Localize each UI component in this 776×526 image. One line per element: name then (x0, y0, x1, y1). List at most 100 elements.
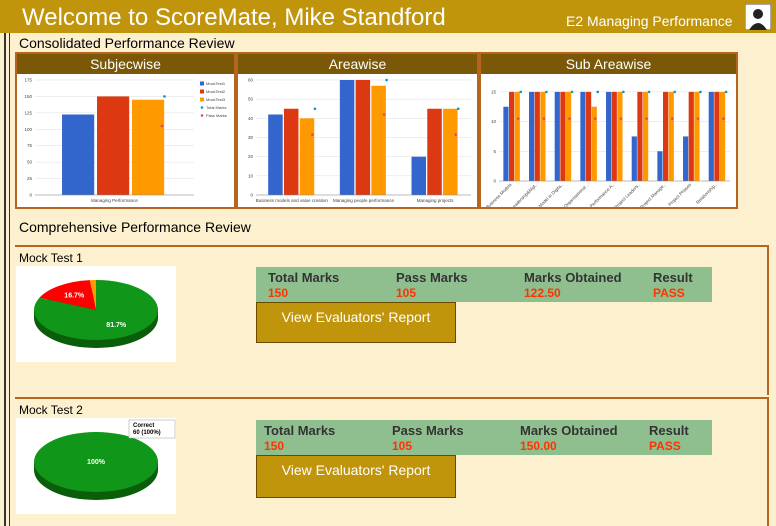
y-tick-label: 0 (29, 193, 32, 198)
x-tick-label: Project Phases (667, 182, 692, 207)
chart-panel: Subjecwise 0 25 50 75 100 125 150 175 Managing Pe… (15, 52, 236, 209)
panel-title: Subjecwise (17, 54, 234, 74)
bar (554, 91, 560, 181)
slice-label: 16.7% (64, 292, 85, 299)
y-tick-label: 125 (24, 110, 32, 115)
x-tick-label: Business models and value creation (256, 198, 329, 203)
pie-slice (39, 280, 96, 310)
table-value: 105 (396, 286, 417, 300)
view-report-button[interactable]: View Evaluators' Report (256, 302, 456, 343)
bar (668, 91, 674, 181)
test-frame (767, 397, 769, 526)
bar (606, 91, 612, 181)
marker (724, 90, 728, 94)
bar (694, 91, 700, 181)
table-value: 150 (264, 439, 285, 453)
marker (311, 133, 314, 136)
table-value: 105 (392, 439, 413, 453)
x-tick-label: Project Leaders.. (613, 182, 641, 207)
marker (570, 90, 574, 94)
bar-chart: 0 10 20 30 40 50 60 Business models and value c… (248, 78, 471, 203)
avatar[interactable] (745, 4, 771, 30)
left-rule (4, 33, 6, 526)
legend-label: MockTest1 (206, 81, 226, 86)
pie-chart: 16.7% 81.7% (16, 266, 176, 362)
marker (593, 117, 597, 120)
marker (160, 124, 164, 128)
marker (454, 133, 458, 136)
marker (385, 78, 388, 82)
section-title: Comprehensive Performance Review (19, 219, 251, 235)
x-tick-label: Project Manage.. (639, 182, 667, 207)
tooltip-text: Correct (133, 423, 154, 429)
test-frame (767, 245, 769, 395)
table-value: 150 (268, 286, 289, 300)
marker (696, 117, 700, 120)
x-tick-label: Relationship.. (695, 182, 718, 205)
table-header: Result (653, 270, 693, 285)
bar (131, 99, 165, 195)
bar (637, 91, 643, 181)
bar (688, 91, 694, 181)
legend-swatch (200, 114, 204, 117)
marker (647, 90, 651, 94)
marker (519, 90, 523, 94)
table-value: 150.00 (520, 439, 557, 453)
tooltip-box (128, 419, 176, 439)
pie-slice (34, 432, 158, 492)
bar (657, 151, 663, 181)
x-tick-label: Managing Performance (91, 198, 138, 203)
bar (514, 91, 520, 181)
view-report-button[interactable]: View Evaluators' Report (256, 455, 456, 498)
bar (586, 91, 592, 181)
table-value: 122.50 (524, 286, 561, 300)
table-header: Marks Obtained (524, 270, 622, 285)
test-name: Mock Test 1 (19, 251, 83, 265)
legend-swatch (200, 97, 204, 102)
pie-slice (34, 280, 159, 340)
bar (529, 91, 535, 181)
x-tick-label: Managing projects (417, 198, 455, 203)
y-tick-label: 175 (24, 78, 32, 83)
legend-label: Total Marks (206, 105, 226, 110)
section-divider (15, 397, 769, 399)
bar (283, 108, 299, 195)
y-tick-label: 40 (248, 116, 254, 121)
bar (611, 91, 617, 181)
bar (443, 108, 458, 195)
bar (411, 156, 427, 195)
bar (663, 91, 669, 181)
bar (97, 96, 130, 195)
table-value: PASS (653, 286, 685, 300)
y-tick-label: 50 (27, 160, 33, 165)
table-header: Total Marks (264, 423, 336, 438)
y-tick-label: 0 (493, 179, 496, 184)
legend-swatch (200, 81, 204, 86)
table-header: Pass Marks (396, 270, 468, 285)
marker (619, 117, 623, 120)
chart-panel: Areawise 0 10 20 30 40 50 60 Business models and… (236, 52, 479, 209)
welcome-title: Welcome to ScoreMate, Mike Standford (22, 4, 446, 31)
table-header: Marks Obtained (520, 423, 618, 438)
marker (516, 117, 520, 120)
y-tick-label: 20 (248, 154, 254, 159)
chart-panel: Sub Areawise 0 5 10 15 Business Models Leaders… (479, 52, 738, 211)
y-tick-label: 150 (24, 94, 32, 99)
x-tick-label: Managing people performance (333, 198, 395, 203)
legend-label: MockTest3 (206, 97, 226, 102)
slice-label: 81.7% (106, 322, 127, 329)
y-tick-label: 30 (248, 135, 254, 140)
bar (642, 91, 649, 181)
marks-table: Total Marks 150 Pass Marks 105 Marks Obtaine… (256, 420, 712, 455)
y-tick-label: 100 (24, 127, 32, 132)
bar (683, 136, 689, 181)
bar (371, 85, 386, 195)
bar (540, 91, 546, 181)
bar-chart: 0 25 50 75 100 125 150 175 Managing Performance M… (24, 78, 226, 204)
left-rule (9, 33, 10, 526)
marks-table: Total Marks 150 Pass Marks 105 Marks Obtaine… (256, 267, 712, 302)
test-name: Mock Test 2 (19, 403, 83, 417)
